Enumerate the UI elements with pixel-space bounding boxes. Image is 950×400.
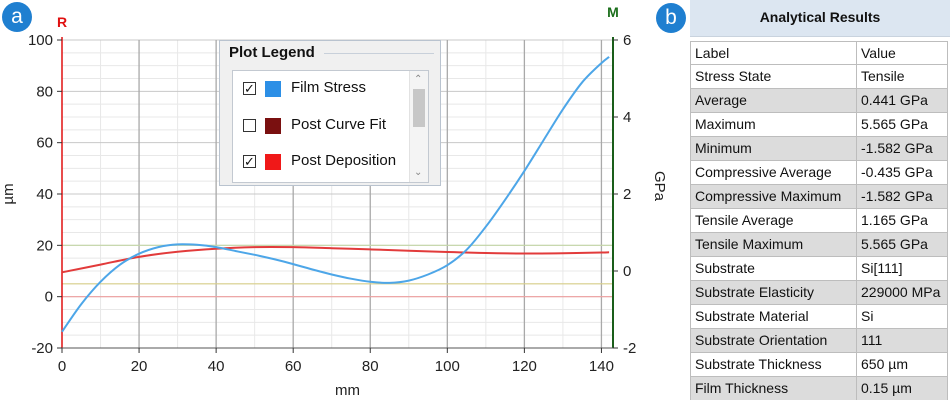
row-label-cell: Substrate Elasticity (690, 281, 857, 305)
legend-title: Plot Legend (229, 44, 315, 61)
film-stress-line (61, 56, 610, 333)
row-label-cell: Compressive Maximum (690, 185, 857, 209)
table-row[interactable]: Substrate Elasticity 229000 MPa (690, 281, 948, 305)
y-left-tick-label: 20 (36, 237, 53, 254)
y-right-tick-label: 0 (623, 263, 631, 280)
row-value-cell: 229000 MPa (857, 281, 948, 305)
y-left-tick-label: 0 (45, 289, 53, 306)
results-title: Analytical Results (690, 0, 950, 37)
row-label-cell: Average (690, 89, 857, 113)
legend-title-divider (324, 53, 434, 54)
x-tick-label: 60 (285, 358, 302, 375)
film-stress-checkbox[interactable]: ✓ (243, 81, 256, 96)
post-curve-fit-label: Post Curve Fit (291, 116, 387, 133)
row-label-cell: Substrate Material (690, 305, 857, 329)
y-right-tick-label: 4 (623, 109, 631, 126)
table-row[interactable]: Substrate Orientation 111 (690, 329, 948, 353)
x-axis-title: mm (335, 382, 360, 399)
table-row[interactable]: Minimum -1.582 GPa (690, 137, 948, 161)
x-tick-label: 0 (58, 358, 66, 375)
table-header-row: Label Value (690, 41, 948, 65)
table-row[interactable]: Tensile Maximum 5.565 GPa (690, 233, 948, 257)
row-label-cell: Substrate Orientation (690, 329, 857, 353)
post-curve-fit-swatch (265, 118, 281, 134)
table-row[interactable]: Film Thickness 0.15 µm (690, 377, 948, 400)
x-tick-label: 120 (512, 358, 537, 375)
film-stress-swatch (265, 81, 281, 97)
y-left-tick-label: 60 (36, 135, 53, 152)
x-tick-label: 140 (589, 358, 614, 375)
post-deposition-checkbox[interactable]: ✓ (243, 154, 256, 169)
x-tick-label: 100 (435, 358, 460, 375)
y-right-tick-label: 6 (623, 32, 631, 49)
table-row[interactable]: Compressive Average -0.435 GPa (690, 161, 948, 185)
row-label-cell: Substrate (690, 257, 857, 281)
row-value-cell: 0.441 GPa (857, 89, 948, 113)
row-label-cell: Film Thickness (690, 377, 857, 400)
row-value-cell: 5.565 GPa (857, 233, 948, 257)
table-row[interactable]: Substrate Si[111] (690, 257, 948, 281)
table-row[interactable]: Substrate Material Si (690, 305, 948, 329)
y-right-tick-label: -2 (623, 340, 636, 357)
row-value-cell: -1.582 GPa (857, 185, 948, 209)
y-left-tick-label: 40 (36, 186, 53, 203)
panel-b-badge: b (656, 3, 686, 33)
row-label-cell: Maximum (690, 113, 857, 137)
row-value-cell: -0.435 GPa (857, 161, 948, 185)
header-value[interactable]: Value (857, 41, 948, 65)
post-deposition-swatch (265, 154, 281, 170)
row-value-cell: Si (857, 305, 948, 329)
y-left-axis-title: µm (0, 183, 17, 204)
y-left-tick-label: 80 (36, 83, 53, 100)
plot-legend: Plot Legend ✓ Film Stress Post Curve Fit… (219, 40, 441, 186)
scrollbar-thumb[interactable] (413, 89, 425, 127)
row-value-cell: 111 (857, 329, 948, 353)
row-value-cell: -1.582 GPa (857, 137, 948, 161)
y-left-tick-label: 100 (28, 32, 53, 49)
legend-list: ✓ Film Stress Post Curve Fit ✓ Post Depo… (232, 70, 429, 183)
scroll-up-icon[interactable]: ⌃ (414, 74, 423, 85)
scroll-down-icon[interactable]: ⌄ (414, 167, 423, 178)
film-stress-label: Film Stress (291, 79, 366, 96)
row-value-cell: 5.565 GPa (857, 113, 948, 137)
row-label-cell: Tensile Maximum (690, 233, 857, 257)
legend-scrollbar[interactable]: ⌃ ⌄ (409, 71, 428, 182)
x-tick-label: 20 (131, 358, 148, 375)
post-curve-fit-checkbox[interactable] (243, 119, 256, 132)
panel-a-badge: a (2, 2, 32, 32)
x-tick-label: 40 (208, 358, 225, 375)
post-deposition-line (61, 245, 610, 274)
table-row[interactable]: Tensile Average 1.165 GPa (690, 209, 948, 233)
row-label-cell: Compressive Average (690, 161, 857, 185)
row-value-cell: 0.15 µm (857, 377, 948, 400)
row-value-cell: Si[111] (857, 257, 948, 281)
post-deposition-label: Post Deposition (291, 152, 397, 169)
row-value-cell: Tensile (857, 65, 948, 89)
table-row[interactable]: Compressive Maximum -1.582 GPa (690, 185, 948, 209)
header-label[interactable]: Label (690, 41, 857, 65)
row-label-cell: Minimum (690, 137, 857, 161)
table-row[interactable]: Average 0.441 GPa (690, 89, 948, 113)
row-value-cell: 1.165 GPa (857, 209, 948, 233)
y-right-tick-label: 2 (623, 186, 631, 203)
row-label-cell: Substrate Thickness (690, 353, 857, 377)
table-row[interactable]: Stress State Tensile (690, 65, 948, 89)
row-label-cell: Stress State (690, 65, 857, 89)
right-axis-marker-label: M (607, 4, 619, 20)
analytical-results-panel: Analytical Results Label Value Stress St… (690, 0, 950, 400)
left-axis-marker-label: R (57, 14, 67, 30)
y-left-tick-label: -20 (31, 340, 53, 357)
row-label-cell: Tensile Average (690, 209, 857, 233)
x-tick-label: 80 (362, 358, 379, 375)
row-value-cell: 650 µm (857, 353, 948, 377)
y-right-axis-title: GPa (651, 171, 668, 202)
table-row[interactable]: Maximum 5.565 GPa (690, 113, 948, 137)
table-row[interactable]: Substrate Thickness 650 µm (690, 353, 948, 377)
